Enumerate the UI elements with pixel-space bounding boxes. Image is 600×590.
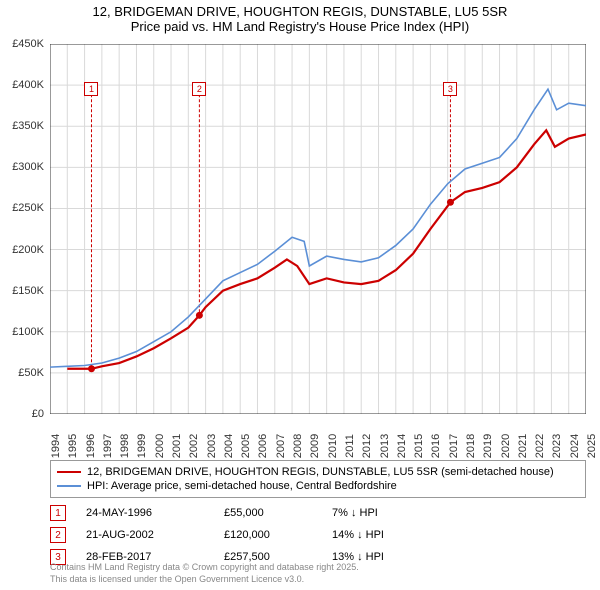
x-tick-label: 2016 [430, 434, 442, 458]
x-tick-label: 2006 [257, 434, 269, 458]
y-tick-label: £200K [12, 244, 44, 256]
x-tick-label: 2008 [292, 434, 304, 458]
marker-row: 1 24-MAY-1996 £55,000 7% ↓ HPI [50, 502, 586, 524]
x-tick-label: 1996 [85, 434, 97, 458]
marker-pct: 7% ↓ HPI [332, 507, 432, 519]
x-tick-label: 2010 [327, 434, 339, 458]
legend-swatch [57, 485, 81, 487]
marker-pct: 14% ↓ HPI [332, 529, 432, 541]
footer-line-1: Contains HM Land Registry data © Crown c… [50, 562, 359, 574]
x-tick-label: 2013 [379, 434, 391, 458]
marker-date: 24-MAY-1996 [86, 507, 216, 519]
marker-table: 1 24-MAY-1996 £55,000 7% ↓ HPI 2 21-AUG-2002 £… [50, 502, 586, 568]
y-tick-label: £0 [32, 408, 44, 420]
x-tick-label: 1994 [50, 434, 62, 458]
x-tick-label: 2001 [171, 434, 183, 458]
x-tick-label: 2023 [551, 434, 563, 458]
chart-marker-badge-1: 1 [84, 82, 98, 96]
title-line-2: Price paid vs. HM Land Registry's House … [0, 19, 600, 34]
x-tick-label: 2002 [188, 434, 200, 458]
x-tick-label: 2017 [448, 434, 460, 458]
legend: 12, BRIDGEMAN DRIVE, HOUGHTON REGIS, DUN… [50, 460, 586, 498]
marker-row: 2 21-AUG-2002 £120,000 14% ↓ HPI [50, 524, 586, 546]
marker-badge: 2 [50, 527, 66, 543]
x-axis: 1994 1995 1996 1997 1998 1999 2000 2001 2002 2003… [50, 418, 586, 458]
legend-label: HPI: Average price, semi-detached house,… [87, 480, 397, 492]
x-tick-label: 1998 [119, 434, 131, 458]
x-tick-label: 2004 [223, 434, 235, 458]
marker-price: £120,000 [224, 529, 324, 541]
x-tick-label: 2019 [482, 434, 494, 458]
x-tick-label: 2009 [309, 434, 321, 458]
chart-area: 1 2 3 [50, 44, 586, 414]
x-tick-label: 2005 [240, 434, 252, 458]
legend-label: 12, BRIDGEMAN DRIVE, HOUGHTON REGIS, DUN… [87, 466, 554, 478]
title-line-1: 12, BRIDGEMAN DRIVE, HOUGHTON REGIS, DUN… [0, 4, 600, 19]
x-tick-label: 2021 [517, 434, 529, 458]
x-tick-label: 2011 [344, 434, 356, 458]
x-tick-label: 2018 [465, 434, 477, 458]
footer: Contains HM Land Registry data © Crown c… [50, 562, 359, 585]
x-tick-label: 2022 [534, 434, 546, 458]
y-tick-label: £250K [12, 202, 44, 214]
legend-row: HPI: Average price, semi-detached house,… [57, 479, 579, 493]
footer-line-2: This data is licensed under the Open Gov… [50, 574, 359, 586]
y-tick-label: £450K [12, 38, 44, 50]
chart-container: 12, BRIDGEMAN DRIVE, HOUGHTON REGIS, DUN… [0, 0, 600, 590]
legend-swatch [57, 471, 81, 473]
x-tick-label: 1995 [67, 434, 79, 458]
chart-svg [50, 44, 586, 414]
y-tick-label: £300K [12, 161, 44, 173]
marker-badge: 1 [50, 505, 66, 521]
marker-date: 21-AUG-2002 [86, 529, 216, 541]
x-tick-label: 1999 [136, 434, 148, 458]
legend-row: 12, BRIDGEMAN DRIVE, HOUGHTON REGIS, DUN… [57, 465, 579, 479]
x-tick-label: 2020 [500, 434, 512, 458]
chart-marker-badge-2: 2 [192, 82, 206, 96]
x-tick-label: 1997 [102, 434, 114, 458]
x-tick-label: 2000 [154, 434, 166, 458]
marker-price: £55,000 [224, 507, 324, 519]
title-block: 12, BRIDGEMAN DRIVE, HOUGHTON REGIS, DUN… [0, 0, 600, 34]
chart-marker-badge-3: 3 [443, 82, 457, 96]
x-tick-label: 2012 [361, 434, 373, 458]
y-tick-label: £400K [12, 79, 44, 91]
y-tick-label: £350K [12, 120, 44, 132]
y-tick-label: £150K [12, 285, 44, 297]
y-tick-label: £50K [18, 367, 44, 379]
x-tick-label: 2015 [413, 434, 425, 458]
x-tick-label: 2003 [206, 434, 218, 458]
x-tick-label: 2024 [569, 434, 581, 458]
y-axis: £0£50K£100K£150K£200K£250K£300K£350K£400… [0, 44, 48, 414]
x-tick-label: 2007 [275, 434, 287, 458]
y-tick-label: £100K [12, 326, 44, 338]
x-tick-label: 2025 [586, 434, 598, 458]
x-tick-label: 2014 [396, 434, 408, 458]
